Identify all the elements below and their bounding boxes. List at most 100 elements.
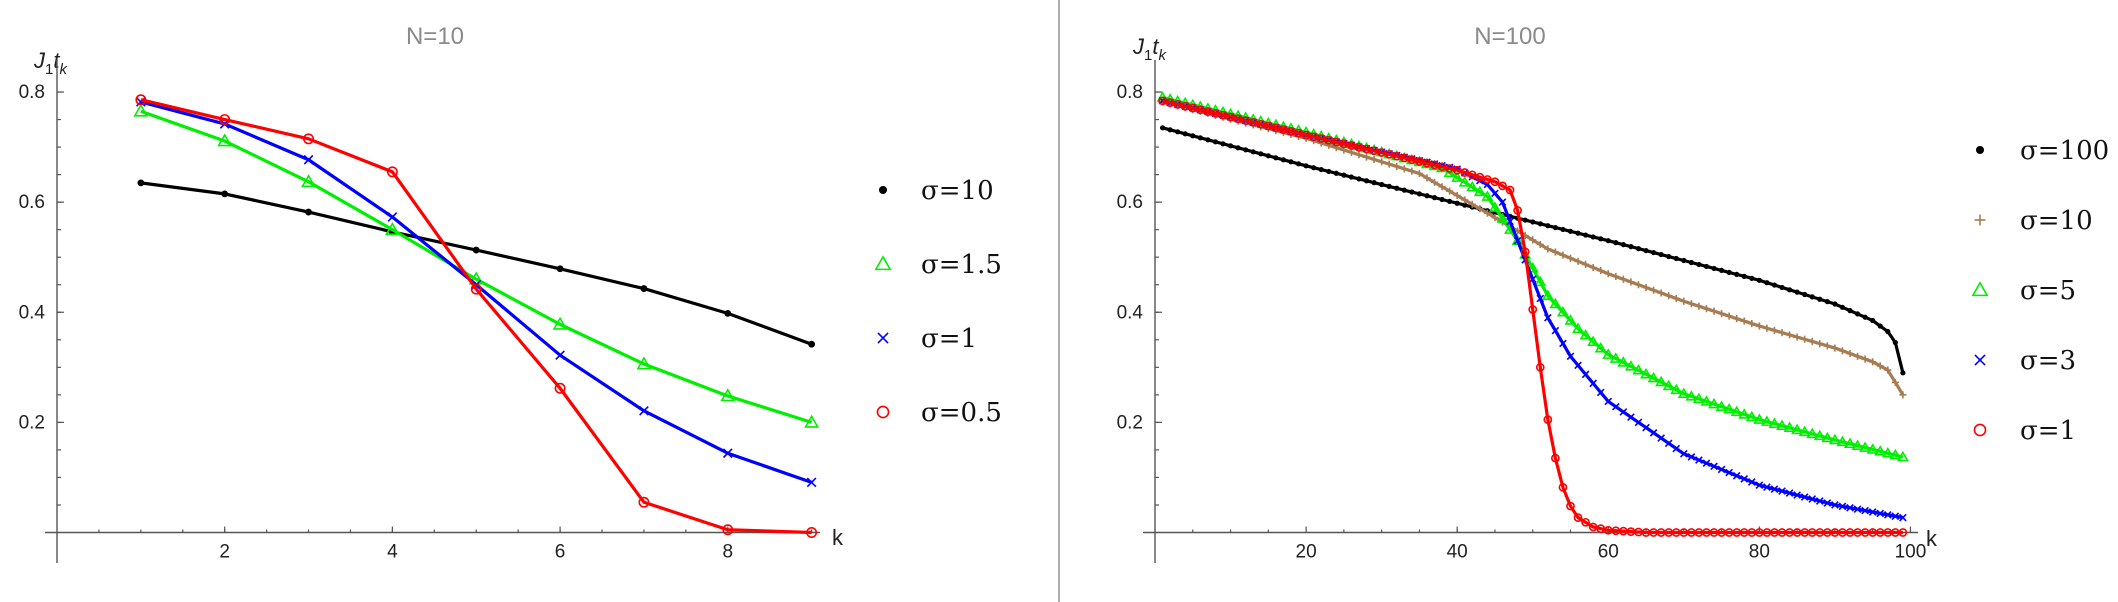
data-point [1740,317,1748,325]
data-point [1460,168,1470,177]
data-point [1891,378,1899,387]
data-point [554,382,566,394]
data-point [1627,278,1635,286]
data-point [1847,308,1853,314]
data-point [1415,169,1423,178]
legend: σ=10 σ=1.5 σ=1 σ=0.5 [874,176,1002,428]
data-point [386,166,398,178]
data-point [1551,326,1560,335]
data-point [1438,183,1446,191]
data-point [1536,240,1544,249]
data-point [1786,331,1794,339]
data-point [639,405,649,416]
data-point [1702,305,1711,313]
data-point [1288,159,1294,165]
data-point [1490,177,1500,187]
data-point [1786,287,1793,293]
data-point [1700,395,1713,406]
data-point [1802,291,1808,298]
data-point [1513,206,1522,215]
data-point [1535,362,1545,372]
axes: 2 4 6 8 0.2 0.4 0.6 0.8 [19,60,820,563]
data-point [1816,340,1824,348]
data-point [1975,145,1985,155]
data-point [1165,98,1175,107]
data-point [1883,510,1892,519]
data-point [1655,375,1668,387]
data-point [1838,502,1847,511]
data-point [1400,165,1408,173]
data-point [1566,352,1575,361]
data-point [1681,257,1687,264]
data-point [1250,149,1256,155]
data-point [1634,281,1643,289]
data-point [1884,366,1892,374]
x-tick-label: 80 [1749,541,1770,562]
data-point [1974,214,1986,226]
data-point [877,332,889,344]
data-point [1271,123,1281,133]
data-point [1566,254,1575,262]
legend-label: σ=10 [921,176,994,206]
data-point [1854,311,1861,317]
data-point [472,246,480,254]
data-point [1226,112,1235,122]
data-point [1628,244,1634,250]
data-point [1876,362,1884,370]
data-point [1748,319,1756,328]
legend-label: σ=10 [2020,206,2093,236]
data-point [1256,119,1266,129]
y-tick-label: 0.8 [1117,82,1143,103]
data-point [1604,270,1612,278]
data-point [1869,358,1877,366]
data-point [1866,443,1879,454]
data-point [1280,157,1287,163]
data-point [1551,453,1560,463]
data-point [1971,281,1989,297]
data-point [1764,280,1770,286]
legend: σ=100 σ=10 σ=5 σ=3 σ=1 [1971,136,2109,446]
data-point [1779,284,1785,291]
y-tick-label: 0.4 [1117,302,1144,323]
legend-entry: σ=5 [1971,276,2076,306]
data-point [1453,191,1461,200]
data-point [1877,323,1883,329]
data-point [1567,228,1574,234]
data-point [1218,110,1228,120]
data-point [1423,174,1431,182]
data-point [1859,441,1872,452]
data-point [1416,191,1423,197]
data-point [1666,253,1672,260]
data-point [1506,217,1514,226]
data-point [1505,185,1515,195]
data-point [1451,171,1464,182]
data-point [1793,491,1801,499]
data-point [1643,247,1649,254]
data-point [1760,415,1773,426]
data-point [1817,296,1823,302]
data-point [1642,423,1650,432]
data-point [1541,289,1554,301]
data-point [387,212,398,222]
data-point [1393,162,1401,171]
legend-label: σ=1.5 [921,250,1002,280]
series-line [140,109,813,424]
data-point [1853,505,1862,514]
data-point [1602,348,1615,359]
data-point [1476,205,1484,213]
series-line [140,98,812,535]
data-point [1575,230,1581,236]
data-point [1401,187,1407,193]
data-point [1355,151,1363,159]
y-tick-label: 0.8 [19,82,45,103]
data-point [1295,161,1302,167]
data-point [1530,219,1536,225]
data-point [1317,139,1325,147]
data-point [1447,198,1453,204]
data-point [1692,392,1705,404]
data-point [1838,347,1847,355]
data-point [1173,100,1183,109]
data-point [1583,232,1589,238]
data-point [1650,249,1657,256]
data-point [1258,151,1264,157]
